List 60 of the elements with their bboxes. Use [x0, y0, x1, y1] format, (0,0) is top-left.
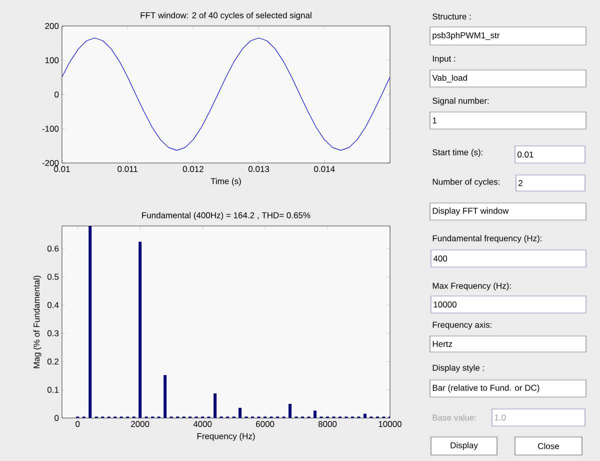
y-tick-label: -200 [42, 160, 59, 166]
y-tick-label: -100 [42, 126, 59, 132]
y-tick-label: 100 [45, 57, 59, 64]
bar [164, 375, 167, 418]
text: Input : [432, 56, 456, 64]
x-tick-label: 8000 [318, 421, 337, 428]
text: Display style : [432, 364, 484, 372]
text: 10000 [434, 301, 456, 308]
text: Vab_load [432, 74, 467, 82]
x-tick-label: 0.01 [54, 166, 70, 172]
text: 0.01 [518, 151, 534, 158]
y-tick-label: 0.6 [47, 246, 59, 252]
x-tick-label: 0.014 [314, 166, 335, 172]
y-tick-label: 0 [54, 414, 59, 422]
bar [288, 404, 292, 418]
text: 2 [518, 180, 522, 186]
text: Max Frequency (Hz): [432, 282, 511, 290]
x-tick-label: 2000 [131, 421, 150, 428]
x-tick-label: 0.013 [248, 166, 270, 172]
x-tick-label: 10000 [378, 421, 402, 428]
text: Start time (s): [432, 149, 482, 157]
y-tick-label: 0.1 [47, 386, 59, 393]
bar [138, 242, 142, 418]
text: Base value: [432, 414, 476, 421]
x-tick-label: 0.012 [182, 166, 204, 172]
chart-title: Fundamental (400Hz) = 164.2 , THD= 0.65% [142, 212, 310, 220]
text: Display FFT window [432, 208, 509, 216]
text: Structure : [432, 13, 471, 20]
y-axis-title: Mag (% of Fundamental) [33, 276, 42, 368]
text: psb3phPWM1_str [432, 32, 500, 40]
y-tick-label: 0.4 [47, 302, 59, 308]
bar [214, 393, 217, 418]
text: Signal number: [432, 98, 489, 106]
bar [238, 408, 242, 418]
x-axis-title: Time (s) [210, 178, 241, 186]
text: Close [538, 442, 559, 450]
y-tick-label: 0 [54, 91, 59, 98]
text: Frequency axis: [432, 322, 492, 330]
x-tick-label: 0 [76, 421, 80, 428]
y-tick-label: 0.2 [47, 358, 59, 365]
text: 400 [433, 255, 448, 262]
bar [314, 410, 317, 418]
line-series [62, 38, 390, 151]
x-tick-label: 6000 [256, 421, 274, 428]
text: Bar (relative to Fund. or DC) [432, 384, 540, 392]
text: Hertz [432, 341, 452, 347]
x-tick-label: 4000 [193, 421, 212, 428]
bar [364, 414, 367, 418]
text: 1.0 [494, 414, 506, 421]
text: 1 [432, 118, 437, 124]
text: Display [450, 442, 478, 450]
text: Number of cycles: [432, 178, 500, 186]
bar [88, 226, 92, 418]
y-tick-label: 0.3 [47, 330, 59, 336]
text: Fundamental frequency (Hz): [432, 235, 542, 243]
y-tick-label: 0.5 [47, 274, 59, 280]
x-axis-title: Frequency (Hz) [197, 432, 255, 441]
y-tick-label: 200 [45, 22, 59, 29]
x-tick-label: 0.011 [118, 166, 138, 172]
chart-title: FFT window: 2 of 40 cycles of selected signal [140, 12, 312, 20]
